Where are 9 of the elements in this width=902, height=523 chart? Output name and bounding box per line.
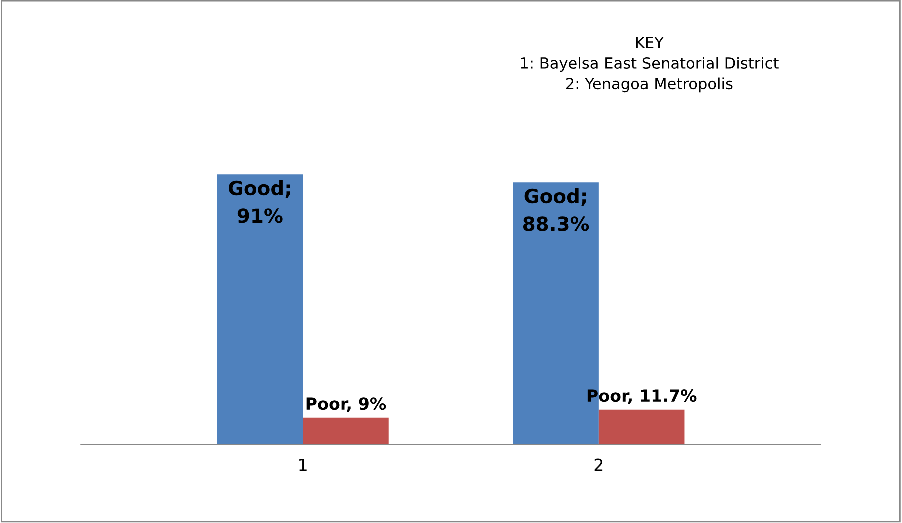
data-label: Good; 91%	[228, 180, 290, 224]
bar	[303, 418, 389, 445]
bar	[217, 174, 304, 445]
x-tick-label: 2	[594, 458, 603, 472]
data-label: Poor, 9%	[306, 398, 386, 412]
x-tick-label: 1	[300, 458, 307, 472]
text: KEY 1: Bayelsa East Senatorial District 2: Yenagoa Metropolis	[521, 37, 779, 93]
data-label: Good; 88.3%	[523, 188, 590, 232]
bar	[598, 410, 685, 445]
